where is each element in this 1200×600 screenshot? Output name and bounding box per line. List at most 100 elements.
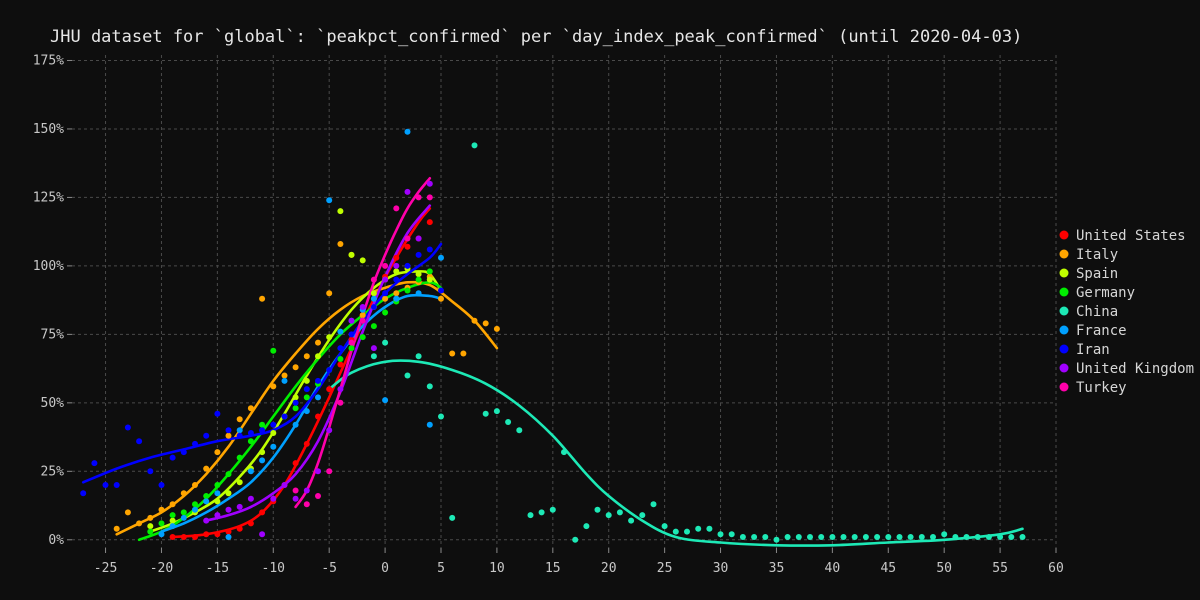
data-point-spain [214,498,221,505]
data-point-iran [348,331,355,338]
data-point-turkey [292,487,299,494]
data-point-china [650,501,657,508]
data-point-china [426,383,433,390]
data-point-turkey [393,205,400,212]
data-point-france [326,197,333,204]
data-point-italy [124,509,131,516]
x-tick-label: -10 [262,561,285,576]
data-point-united-states [203,531,210,538]
data-point-spain [359,257,366,264]
data-point-china [527,512,534,519]
data-point-germany [192,501,198,508]
data-point-china [818,534,825,540]
data-point-united-states [192,534,198,540]
data-point-china [751,534,758,540]
data-point-china [370,353,377,360]
legend: United States Italy Spain Germany China Franc… [1059,228,1194,396]
data-point-united-states [393,254,400,261]
trend-line-italy [115,280,499,536]
data-point-china [382,339,389,346]
x-tick-label: 5 [437,561,445,576]
data-point-germany [303,394,310,401]
x-tick-label: -25 [94,561,117,576]
x-tick-label: 40 [825,561,841,576]
data-point-italy [482,320,489,327]
data-point-turkey [348,339,355,346]
data-point-turkey [370,276,377,283]
data-point-china [404,372,411,379]
data-point-china [717,531,724,538]
data-point-iran [315,377,321,384]
data-point-iran [158,482,165,488]
data-point-italy [180,490,187,497]
data-point-turkey [415,194,422,201]
data-point-france [393,295,400,302]
data-point-spain [315,353,321,360]
data-point-italy [113,525,120,532]
data-point-united-states [337,361,344,368]
data-point-italy [493,325,500,332]
data-point-italy [136,520,143,527]
data-point-iran [247,430,254,436]
x-tick-label: 45 [880,561,896,576]
legend-label-turkey: Turkey [1076,380,1127,396]
data-point-italy [158,506,165,513]
data-point-italy [315,339,321,346]
y-tick-label: 125% [33,190,64,205]
x-tick-label: 10 [489,561,505,576]
x-tick-label: 15 [545,561,561,576]
x-tick-label: 55 [992,561,1008,576]
data-point-spain [337,208,344,215]
data-point-iran [393,276,400,283]
data-point-china [963,534,970,540]
data-point-france [315,394,321,401]
data-point-united-kingdom [415,235,422,242]
data-point-china [784,534,791,540]
data-point-germany [337,356,344,362]
data-point-china [493,408,500,415]
data-point-italy [449,350,456,357]
data-point-china [829,534,836,540]
data-point-united-states [326,386,333,393]
data-point-china [997,534,1004,540]
data-point-china [572,536,579,543]
legend-marker-china [1059,306,1069,316]
data-point-germany [214,482,221,488]
y-tick-label: 175% [33,53,64,68]
data-point-china [415,353,422,360]
x-tick-label: 30 [713,561,729,576]
legend-label-iran: Iran [1076,342,1110,358]
y-tick-label: 150% [33,122,64,137]
data-point-italy [460,350,467,357]
data-point-spain [169,517,176,524]
data-point-france [259,457,266,464]
data-point-turkey [382,262,389,269]
data-point-china [728,531,735,538]
data-point-iran [326,367,333,373]
data-point-china [930,534,936,540]
data-point-iran [225,427,232,434]
data-point-germany [158,520,165,527]
data-point-germany [359,334,366,341]
data-point-china [807,534,813,540]
data-point-spain [236,479,243,486]
data-point-france [281,377,288,384]
data-point-germany [147,528,154,535]
data-point-united-kingdom [393,262,400,269]
data-point-china [628,517,635,524]
data-point-china [684,528,690,535]
data-point-spain [348,251,355,258]
data-point-china [538,509,545,516]
data-point-united-kingdom [348,317,355,324]
data-point-france [236,427,243,434]
data-point-china [605,512,612,519]
data-point-united-states [214,531,221,538]
data-point-united-kingdom [225,506,232,513]
legend-label-italy: Italy [1076,247,1118,263]
data-point-iran [292,399,299,406]
data-point-spain [303,377,310,384]
data-point-iran [124,424,131,431]
data-point-iran [303,386,310,393]
data-point-france [270,443,277,450]
data-point-france [337,328,344,335]
